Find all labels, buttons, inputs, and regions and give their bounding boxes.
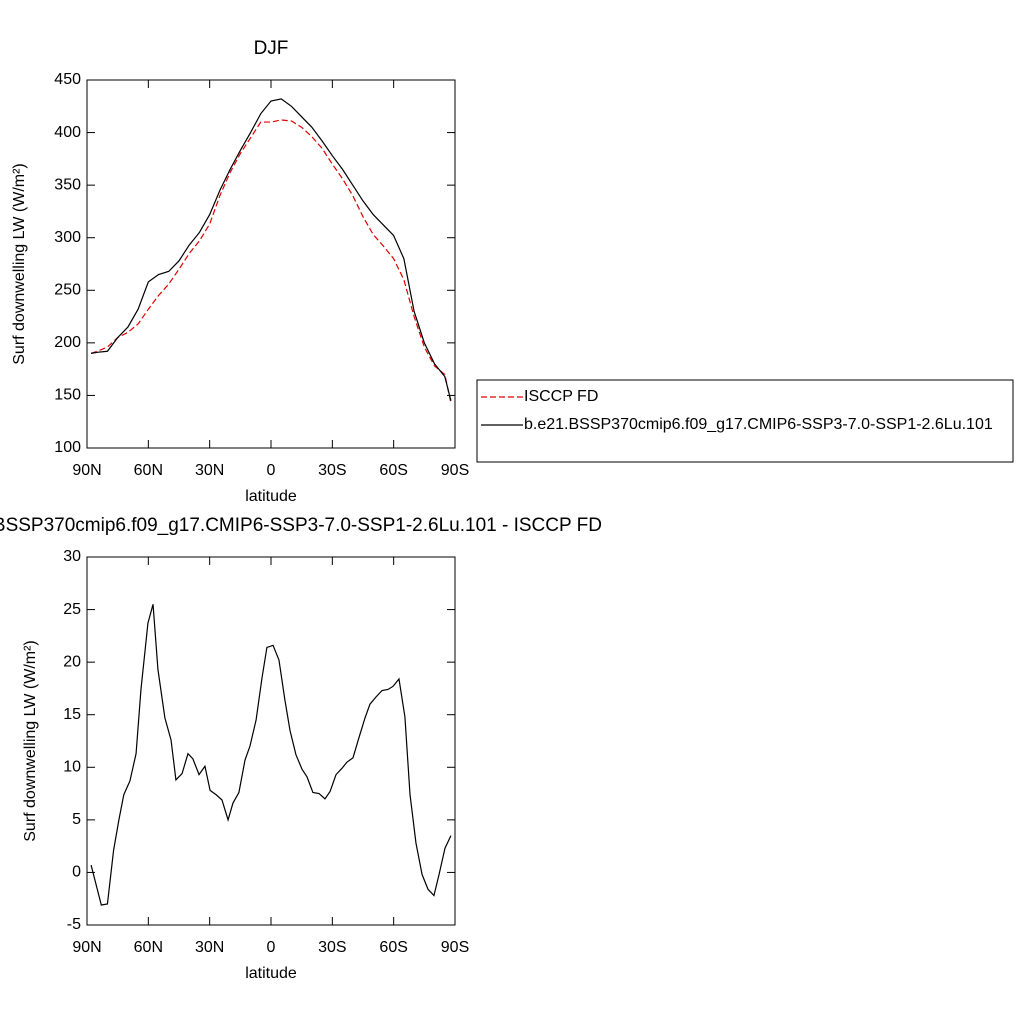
- x-tick-label: 30N: [195, 939, 224, 956]
- x-axis-label: latitude: [245, 965, 297, 982]
- x-tick-label: 60S: [379, 462, 407, 479]
- y-tick-label: 400: [54, 124, 81, 141]
- y-tick-label: 15: [63, 706, 81, 723]
- y-axis-label: Surf downwelling LW (W/m²): [11, 163, 28, 365]
- x-tick-label: 60N: [134, 462, 163, 479]
- x-tick-label: 90N: [72, 939, 101, 956]
- y-axis-label: Surf downwelling LW (W/m²): [22, 640, 39, 842]
- y-tick-label: 10: [63, 759, 81, 776]
- x-tick-label: 60N: [134, 939, 163, 956]
- y-tick-label: 25: [63, 601, 81, 618]
- chart-title: DJF: [254, 38, 289, 59]
- x-tick-label: 0: [267, 462, 276, 479]
- y-tick-label: 30: [63, 548, 81, 565]
- y-tick-label: -5: [67, 916, 81, 933]
- data-line: [90, 98, 452, 401]
- y-tick-label: 300: [54, 229, 81, 246]
- x-tick-label: 30N: [195, 462, 224, 479]
- legend-box: [476, 379, 1014, 463]
- x-tick-label: 30S: [318, 939, 346, 956]
- x-tick-label: 30S: [318, 462, 346, 479]
- x-tick-label: 0: [267, 939, 276, 956]
- legend-label: b.e21.BSSP370cmip6.f09_g17.CMIP6-SSP3-7.…: [524, 416, 993, 433]
- x-axis-label: latitude: [245, 488, 297, 505]
- legend-label: ISCCP FD: [524, 388, 598, 405]
- y-tick-label: 20: [63, 653, 81, 670]
- legend: ISCCP FD b.e21.BSSP370cmip6.f09_g17.CMIP6…: [476, 379, 1014, 463]
- y-tick-label: 200: [54, 334, 81, 351]
- y-tick-label: 5: [72, 811, 81, 828]
- x-tick-label: 90N: [72, 462, 101, 479]
- x-tick-label: 90S: [441, 462, 469, 479]
- x-tick-label: 60S: [379, 939, 407, 956]
- x-tick-label: 90S: [441, 939, 469, 956]
- chart-title: b.e21.BSSP370cmip6.f09_g17.CMIP6-SSP3-7.…: [0, 515, 602, 536]
- y-tick-label: 350: [54, 176, 81, 193]
- y-tick-label: 450: [54, 71, 81, 88]
- y-tick-label: 100: [54, 439, 81, 456]
- y-tick-label: 250: [54, 282, 81, 299]
- data-line: [90, 119, 452, 403]
- plot-frame: [86, 556, 456, 926]
- plot-frame: [86, 79, 456, 449]
- data-line: [90, 604, 452, 906]
- y-tick-label: 0: [72, 864, 81, 881]
- y-tick-label: 150: [54, 387, 81, 404]
